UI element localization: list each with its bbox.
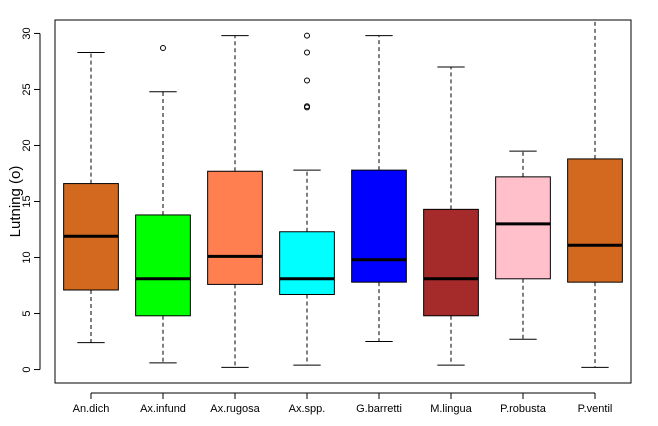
outlier-point [304, 103, 310, 110]
box-group-p-robusta [495, 150, 551, 340]
iqr-box [495, 176, 551, 280]
y-tick-label: 10 [21, 251, 33, 263]
y-tick-label: 5 [21, 310, 33, 316]
x-tick-label: P.ventil [578, 403, 613, 415]
box-group-ax-rugosa [207, 35, 263, 368]
iqr-box [135, 214, 191, 317]
boxes [63, 19, 623, 368]
x-tick-label: M.lingua [430, 403, 472, 415]
box-group-m-lingua [423, 66, 479, 366]
box-group-an-dich [63, 51, 119, 344]
iqr-box [351, 169, 407, 283]
iqr-box [279, 231, 335, 295]
x-tick-label: Ax.rugosa [210, 403, 260, 415]
y-tick-label: 25 [21, 83, 33, 95]
y-tick-label: 15 [21, 195, 33, 207]
box-group-p-ventil [567, 19, 623, 368]
outlier-point [304, 77, 310, 84]
y-tick-label: 20 [21, 139, 33, 151]
outlier-point [304, 32, 310, 39]
x-tick-label: P.robusta [500, 403, 547, 415]
y-tick-label: 30 [21, 27, 33, 39]
iqr-box [567, 158, 623, 283]
outlier-point [160, 45, 166, 52]
y-axis: 0 5 10 15 20 25 30 [21, 27, 41, 373]
y-tick-label: 0 [21, 366, 33, 372]
x-tick-label: Ax.infund [140, 403, 186, 415]
x-tick-label: Ax.spp. [289, 403, 326, 415]
x-tick-label: G.barretti [356, 403, 402, 415]
box-group-g-barretti [351, 35, 407, 343]
iqr-box [207, 170, 263, 285]
iqr-box [423, 208, 479, 317]
y-axis-label: Lutning (o) [7, 166, 24, 238]
x-tick-label: An.dich [73, 403, 110, 415]
plot-frame [54, 19, 632, 384]
box-group-ax-infund [135, 45, 191, 364]
x-axis: An.dich Ax.infund Ax.rugosa Ax.spp. G.barret… [73, 392, 613, 415]
outlier-point [304, 49, 310, 56]
box-group-ax-spp [279, 32, 335, 366]
